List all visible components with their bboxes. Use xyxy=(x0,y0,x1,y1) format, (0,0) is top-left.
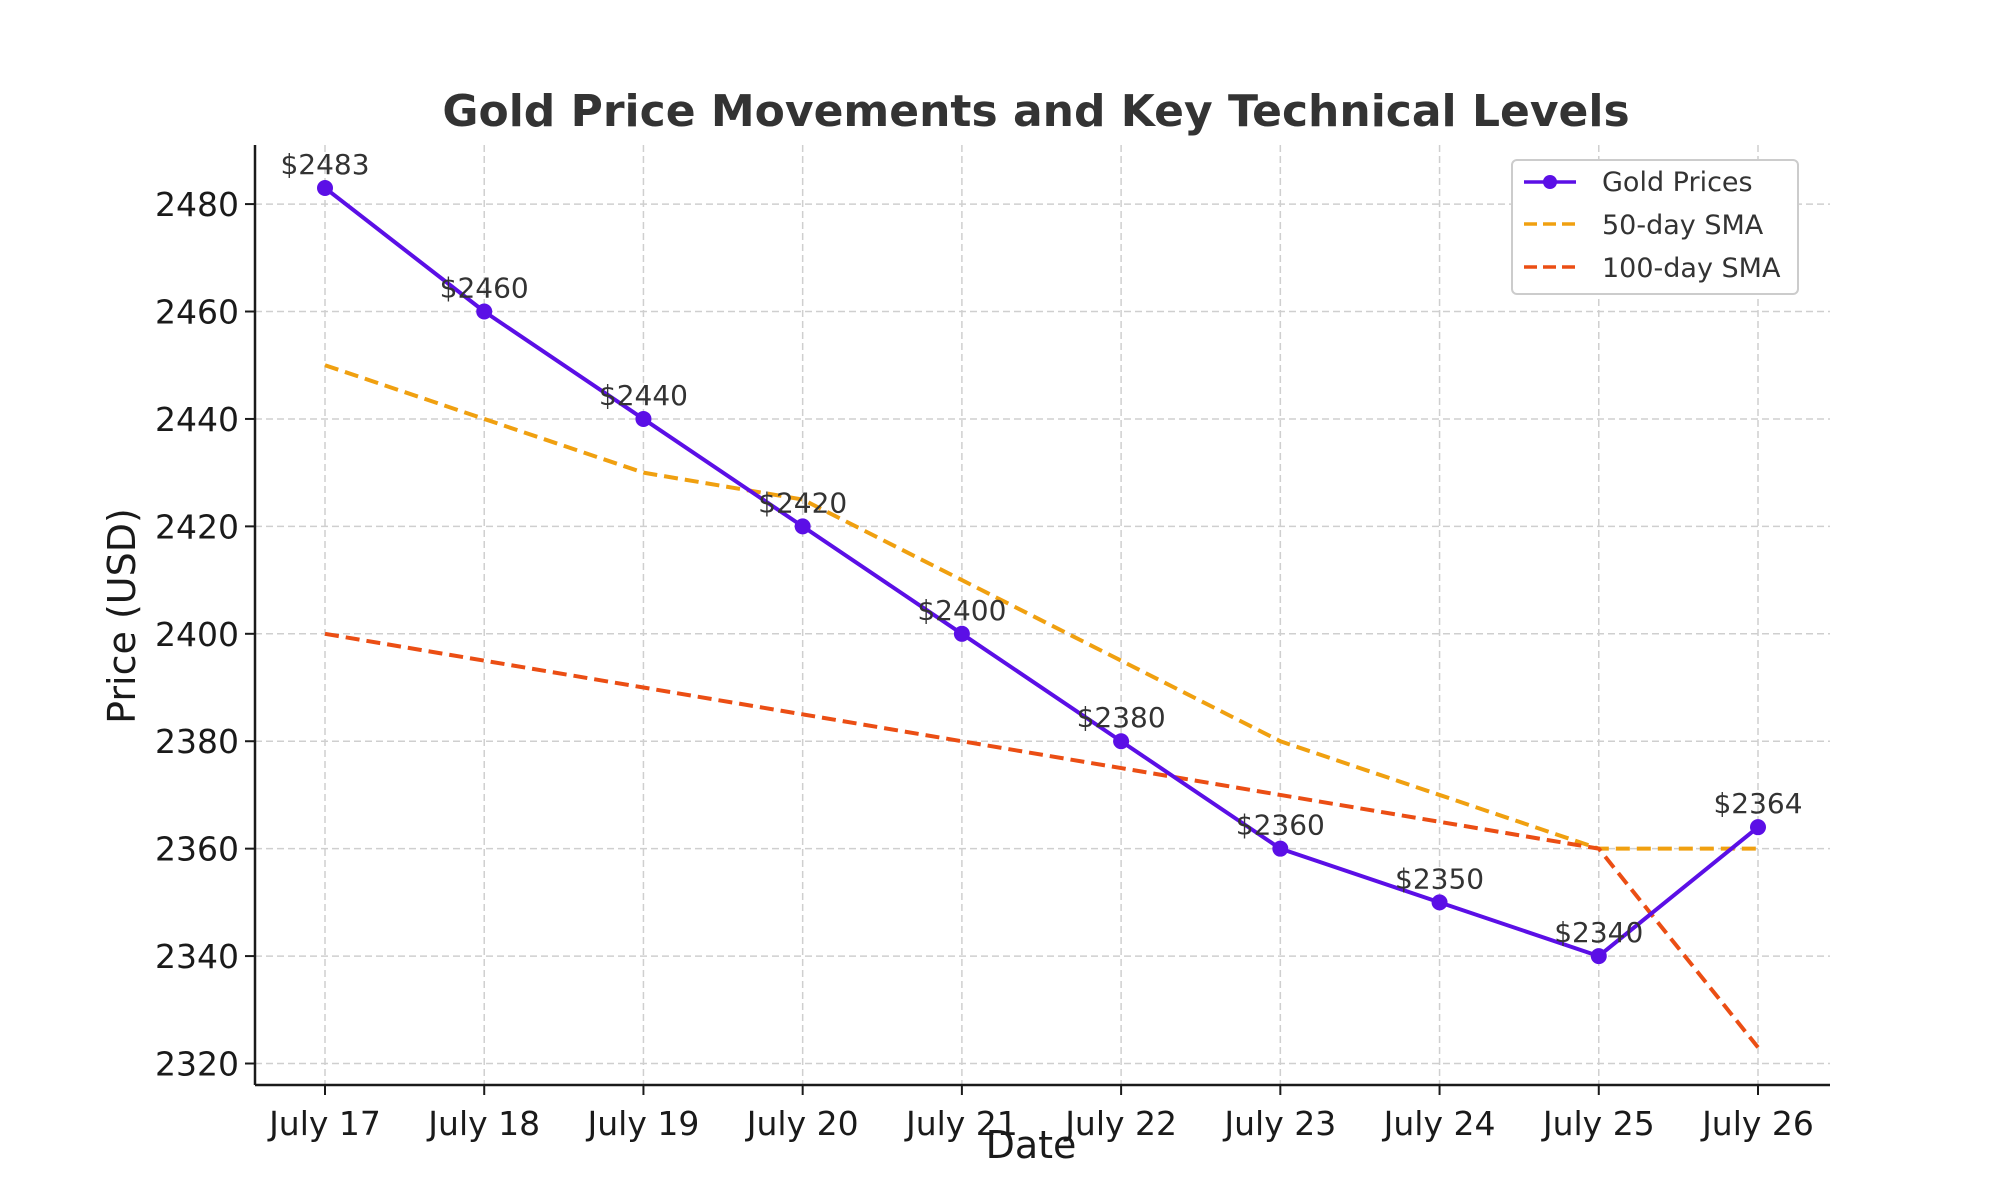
y-tick-label: 2440 xyxy=(155,400,239,439)
data-label: $2350 xyxy=(1395,862,1484,895)
y-tick-label: 2360 xyxy=(155,830,239,869)
x-tick-label: July 22 xyxy=(1063,1104,1177,1143)
data-label: $2400 xyxy=(917,594,1006,627)
axes-layer: July 17 July 18 July 19 July 20 July 21 July … xyxy=(155,145,1830,1143)
y-axis-label: Price (USD) xyxy=(100,508,144,724)
x-axis-label: Date xyxy=(986,1123,1077,1167)
data-point-gold-prices xyxy=(1750,819,1766,836)
x-tick-label: July 21 xyxy=(904,1104,1018,1143)
data-labels-layer: $2483 $2460 $2440 $2420 $2400 $2380 $2360 $2350… xyxy=(280,148,1802,949)
x-tick-label: July 18 xyxy=(426,1104,540,1143)
data-label: $2364 xyxy=(1713,787,1802,820)
y-tick-label: 2340 xyxy=(155,937,239,976)
chart-title: Gold Price Movements and Key Technical L… xyxy=(442,86,1629,137)
data-point-gold-prices xyxy=(635,410,652,427)
data-point-gold-prices xyxy=(476,303,493,320)
legend-item-gold-prices: Gold Prices xyxy=(1524,167,1753,198)
series-line-100-day-sma xyxy=(324,631,1760,1049)
legend-item-50-day-sma: 50-day SMA xyxy=(1524,210,1764,241)
data-label: $2340 xyxy=(1554,916,1643,949)
y-tick-label: 2480 xyxy=(155,185,239,224)
y-tick-label: 2380 xyxy=(155,722,239,761)
legend: Gold Prices 50-day SMA 100-day SMA xyxy=(1511,159,1799,295)
series-line-50-day-sma xyxy=(324,363,1758,851)
series-layer xyxy=(317,179,1766,1049)
x-tick-label: July 26 xyxy=(1700,1104,1814,1143)
legend-item-100-day-sma: 100-day SMA xyxy=(1524,253,1781,284)
data-point-gold-prices xyxy=(1590,948,1607,965)
x-tick-label: July 17 xyxy=(267,1104,381,1143)
data-point-gold-prices xyxy=(953,625,970,642)
legend-label-100-day-sma: 100-day SMA xyxy=(1602,253,1781,284)
x-tick-label: July 25 xyxy=(1541,1104,1655,1143)
data-point-gold-prices xyxy=(794,518,811,535)
y-tick-label: 2400 xyxy=(155,615,239,654)
legend-box xyxy=(1511,159,1799,295)
data-label: $2460 xyxy=(440,272,529,305)
data-label: $2360 xyxy=(1236,809,1325,842)
x-tick-label: July 24 xyxy=(1382,1104,1496,1143)
data-label: $2440 xyxy=(599,379,688,412)
legend-label-50-day-sma: 50-day SMA xyxy=(1602,210,1764,241)
y-tick-label: 2420 xyxy=(155,507,239,546)
data-point-gold-prices xyxy=(1272,840,1289,857)
data-label: $2380 xyxy=(1077,701,1166,734)
data-label: $2483 xyxy=(280,148,369,181)
data-point-gold-prices xyxy=(1113,733,1130,750)
legend-label-gold-prices: Gold Prices xyxy=(1602,167,1753,198)
data-label: $2420 xyxy=(758,486,847,519)
legend-marker-gold-prices xyxy=(1543,175,1557,189)
x-tick-label: July 19 xyxy=(586,1104,700,1143)
x-tick-label: July 23 xyxy=(1222,1104,1336,1143)
data-point-gold-prices xyxy=(317,179,333,196)
series-line-gold-prices xyxy=(323,186,1760,959)
y-tick-label: 2460 xyxy=(155,293,239,332)
x-tick-label: July 20 xyxy=(745,1104,859,1143)
y-tick-label: 2320 xyxy=(155,1045,239,1084)
data-point-gold-prices xyxy=(1431,894,1448,911)
